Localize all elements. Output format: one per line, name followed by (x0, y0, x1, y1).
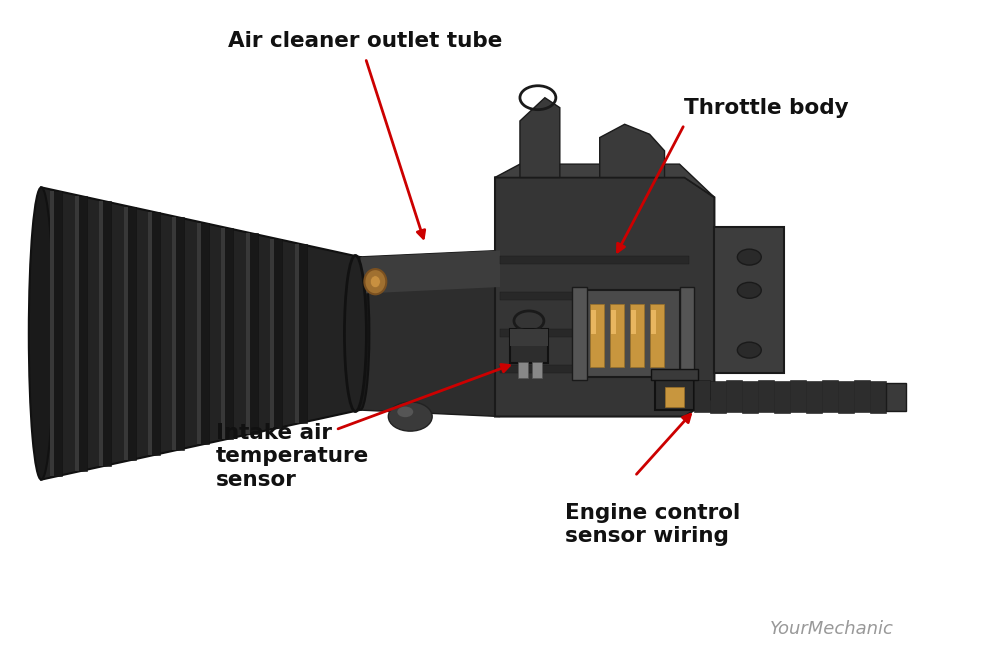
Bar (500, 255, 689, 263)
Bar (246, 233, 250, 434)
Bar (655, 374, 694, 410)
Bar (610, 303, 624, 367)
Bar (221, 228, 233, 439)
Bar (295, 244, 307, 423)
Ellipse shape (344, 255, 366, 412)
Text: Air cleaner outlet tube: Air cleaner outlet tube (228, 31, 503, 51)
Bar (651, 370, 698, 380)
Text: Intake air
temperature
sensor: Intake air temperature sensor (216, 423, 369, 490)
Bar (572, 287, 587, 380)
Polygon shape (495, 177, 714, 416)
Text: Throttle body: Throttle body (684, 97, 849, 117)
Bar (665, 387, 684, 407)
Ellipse shape (351, 257, 369, 410)
Text: YourMechanic: YourMechanic (770, 620, 894, 638)
Bar (99, 201, 103, 466)
Bar (742, 382, 758, 414)
Polygon shape (355, 251, 500, 416)
Bar (806, 382, 822, 414)
Bar (838, 382, 854, 414)
Bar (518, 362, 528, 378)
Bar (197, 223, 209, 444)
Bar (575, 290, 680, 377)
Bar (510, 329, 548, 346)
Bar (510, 329, 548, 364)
Polygon shape (600, 124, 665, 177)
Bar (714, 227, 784, 374)
Ellipse shape (29, 187, 54, 480)
Bar (99, 201, 111, 466)
Bar (172, 217, 176, 450)
Bar (221, 228, 225, 439)
Bar (148, 212, 152, 455)
Circle shape (737, 249, 761, 265)
Bar (270, 239, 282, 428)
Circle shape (388, 402, 432, 431)
Polygon shape (520, 97, 560, 177)
Bar (694, 380, 710, 412)
Bar (710, 382, 726, 414)
Ellipse shape (370, 275, 380, 287)
Circle shape (737, 342, 761, 358)
Bar (854, 380, 870, 412)
Bar (50, 191, 54, 476)
Bar (650, 303, 664, 367)
Bar (197, 223, 201, 444)
Text: Engine control
sensor wiring: Engine control sensor wiring (565, 503, 740, 546)
Polygon shape (495, 164, 714, 197)
Bar (500, 292, 689, 300)
Bar (124, 207, 136, 460)
Polygon shape (41, 187, 360, 480)
Bar (790, 380, 806, 412)
Circle shape (737, 282, 761, 298)
Bar (630, 303, 644, 367)
Bar (822, 380, 838, 412)
Bar (591, 310, 596, 334)
Bar (532, 362, 542, 378)
Bar (611, 310, 616, 334)
Bar (148, 212, 160, 455)
Bar (500, 366, 689, 374)
Bar (75, 196, 87, 471)
Bar (631, 310, 636, 334)
Circle shape (397, 407, 413, 417)
Bar (590, 303, 604, 367)
Bar (50, 191, 62, 476)
Polygon shape (360, 251, 500, 293)
Bar (75, 196, 79, 471)
Bar (246, 233, 258, 434)
Bar (680, 287, 694, 380)
Bar (295, 244, 299, 423)
Bar (270, 239, 274, 428)
Bar (651, 310, 656, 334)
Bar (774, 382, 790, 414)
Bar (726, 380, 742, 412)
Bar (758, 380, 774, 412)
Bar (124, 207, 128, 460)
Bar (870, 382, 886, 414)
Bar (500, 329, 689, 337)
Ellipse shape (364, 269, 386, 294)
Bar (886, 383, 906, 411)
Bar (172, 217, 184, 450)
